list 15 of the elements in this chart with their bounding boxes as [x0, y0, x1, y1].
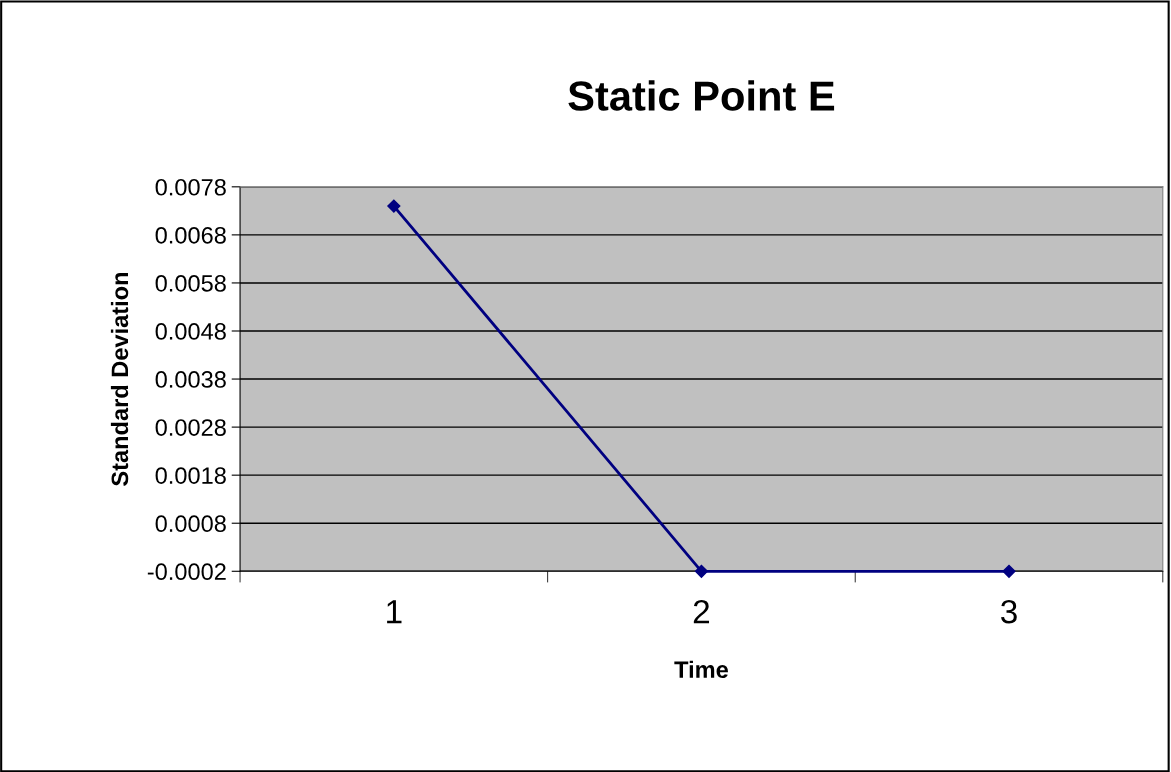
y-tick-label: 0.0048: [155, 323, 226, 340]
y-tick-label: 0.0018: [155, 467, 226, 484]
x-axis-title: Time: [674, 660, 728, 679]
y-tick-label: 0.0028: [155, 419, 226, 436]
y-tick-label: 0.0038: [155, 371, 226, 388]
chart-title: Static Point E: [568, 80, 835, 111]
x-tick-label: 2: [693, 599, 710, 624]
y-tick-label: 0.0008: [155, 515, 226, 533]
y-tick-label: 0.0068: [155, 226, 226, 244]
x-tick-label: 1: [387, 600, 402, 624]
y-tick-label: -0.0002: [147, 563, 226, 581]
x-tick-label: 3: [1001, 599, 1017, 624]
y-axis-title: Standard Deviation: [110, 272, 129, 486]
y-tick-label: 0.0058: [155, 275, 226, 292]
y-tick-label: 0.0078: [155, 178, 226, 196]
